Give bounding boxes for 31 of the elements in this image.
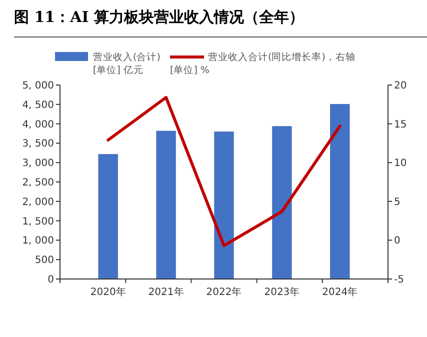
x-tick-label: 2023年 <box>264 286 300 298</box>
y2-tick-label: 5 <box>394 196 400 208</box>
y-tick-label: 5, 000 <box>22 80 54 92</box>
chart-title: 图 11：AI 算力板块营业收入情况（全年） <box>14 8 304 26</box>
bar <box>156 130 176 279</box>
bar <box>98 154 118 279</box>
x-tick-label: 2020年 <box>90 286 126 298</box>
y-tick-label: 1, 000 <box>22 236 54 247</box>
y-tick-label: 500 <box>34 255 54 266</box>
y2-tick-label: 10 <box>394 158 407 170</box>
y-tick-label: 3, 000 <box>22 158 54 170</box>
line-series <box>106 96 342 248</box>
legend-label: 营业收入(合计) [单位] 亿元 <box>93 51 160 76</box>
bar <box>214 132 234 279</box>
y-tick-label: 4, 500 <box>22 100 54 111</box>
y2-tick-label: 0 <box>394 236 400 247</box>
y-tick-label: 1, 500 <box>22 216 54 228</box>
x-tick-label: 2022年 <box>206 286 242 298</box>
y-tick-label: 0 <box>48 274 54 286</box>
y-tick-label: 3, 500 <box>22 138 54 150</box>
y-tick-label: 2, 000 <box>22 196 54 208</box>
y-tick-label: 4, 000 <box>22 119 54 130</box>
bar <box>330 104 350 279</box>
y2-tick-label: 15 <box>394 119 407 130</box>
x-tick-label: 2021年 <box>148 286 184 298</box>
x-tick-label: 2024年 <box>322 286 358 298</box>
y-tick-label: 2, 500 <box>22 178 54 188</box>
y2-tick-label: 20 <box>394 80 407 92</box>
bar <box>272 126 292 279</box>
y2-tick-label: -5 <box>394 274 404 286</box>
legend-label: 营业收入合计(同比增长率)，右轴 [单位] % <box>170 51 356 76</box>
